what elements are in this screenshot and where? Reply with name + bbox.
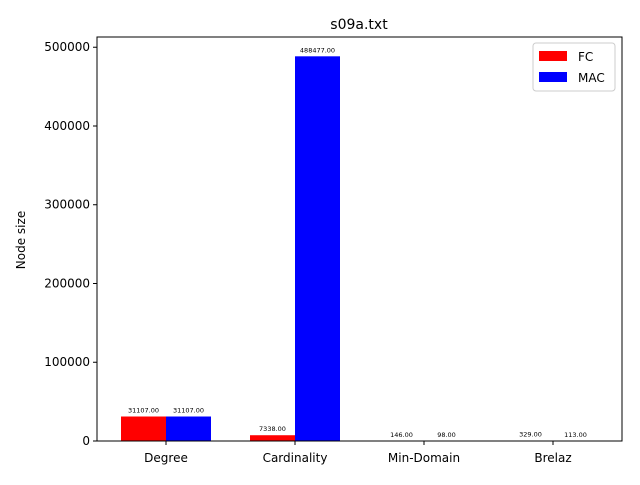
legend: FC MAC — [533, 43, 615, 91]
bar-mac-cardinality — [295, 56, 340, 441]
y-tick-label: 300000 — [44, 198, 90, 212]
bar-value-label: 146.00 — [390, 431, 413, 439]
x-tick-label: Min-Domain — [388, 451, 460, 465]
bars — [121, 56, 598, 441]
legend-label-mac: MAC — [578, 71, 605, 85]
y-axis-label: Node size — [14, 211, 28, 269]
legend-label-fc: FC — [578, 50, 593, 64]
bar-mac-degree — [166, 417, 211, 441]
bar-value-label: 98.00 — [437, 431, 456, 439]
bar-fc-cardinality — [250, 435, 295, 441]
y-tick-label: 200000 — [44, 276, 90, 290]
bar-value-label: 329.00 — [519, 431, 542, 439]
y-tick-label: 400000 — [44, 119, 90, 133]
y-tick-label: 0 — [82, 434, 90, 448]
chart-title: s09a.txt — [330, 17, 388, 33]
y-tick-label: 500000 — [44, 40, 90, 54]
x-tick-label: Degree — [144, 451, 188, 465]
x-tick-label: Cardinality — [263, 451, 328, 465]
bar-value-label: 7338.00 — [259, 425, 286, 433]
plot-frame — [97, 37, 622, 441]
legend-swatch-mac — [539, 72, 567, 82]
y-tick-label: 100000 — [44, 355, 90, 369]
bar-value-label: 113.00 — [564, 431, 587, 439]
bar-value-label: 488477.00 — [300, 46, 335, 54]
bar-labels: 31107.00 7338.00 146.00 329.00 31107.00 48847… — [128, 46, 587, 439]
bar-fc-degree — [121, 417, 166, 441]
bar-value-label: 31107.00 — [128, 407, 159, 415]
bar-value-label: 31107.00 — [173, 407, 204, 415]
legend-swatch-fc — [539, 51, 567, 61]
x-tick-label: Brelaz — [534, 451, 571, 465]
